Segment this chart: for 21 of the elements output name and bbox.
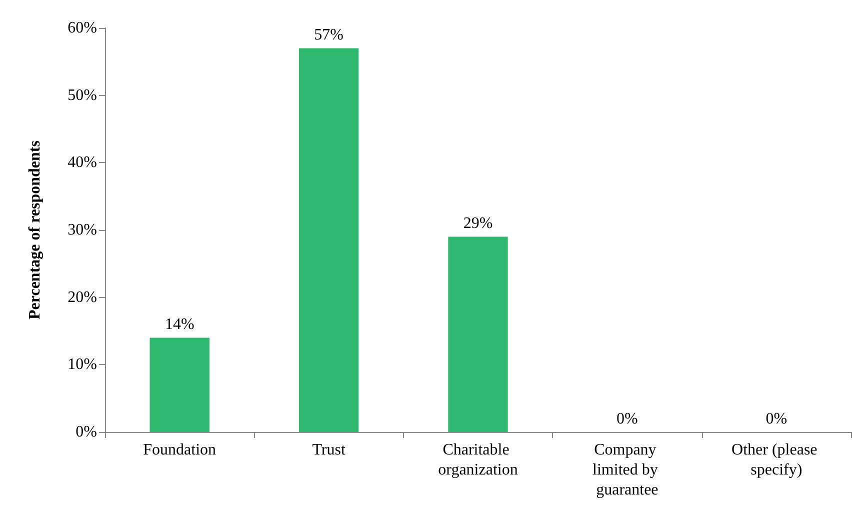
- y-tick-label: 40%: [68, 154, 97, 172]
- data-label: 0%: [616, 410, 638, 428]
- bar: [150, 338, 210, 432]
- bar: [448, 236, 508, 432]
- x-tick-label: Other (please specify): [732, 442, 822, 478]
- data-label: 29%: [463, 215, 493, 232]
- y-tick-label: 50%: [68, 86, 97, 104]
- y-tick-label: 60%: [68, 20, 97, 36]
- data-label: 0%: [766, 410, 788, 428]
- y-tick-label: 20%: [68, 288, 97, 306]
- bar: [298, 48, 359, 432]
- x-tick-label: Trust: [312, 442, 346, 458]
- y-tick-label: 30%: [68, 222, 97, 238]
- y-tick-label: 0%: [76, 424, 97, 440]
- x-tick-label: Company limited by guarantee: [592, 442, 662, 498]
- data-label: 57%: [314, 26, 344, 44]
- y-axis-title: Percentage of respondents: [26, 140, 44, 320]
- x-tick-label: Foundation: [143, 442, 216, 458]
- data-label: 14%: [164, 316, 194, 334]
- x-tick-label: Charitable organization: [438, 442, 518, 478]
- y-tick-label: 10%: [68, 356, 97, 374]
